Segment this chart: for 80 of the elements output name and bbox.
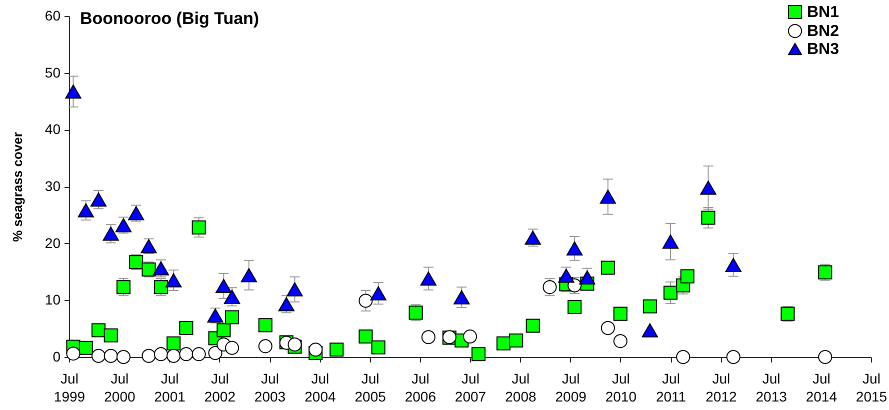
point <box>370 286 386 300</box>
point <box>78 203 94 218</box>
point <box>600 190 616 204</box>
point <box>509 334 524 348</box>
x-tick-label: Jul 2006 <box>404 370 436 404</box>
x-tick-label: Jul 1999 <box>54 370 86 404</box>
point <box>179 320 194 336</box>
legend-label: BN2 <box>807 23 840 40</box>
y-tick-label: 20 <box>44 234 61 251</box>
x-tick-label: Jul 2011 <box>656 370 686 404</box>
point <box>358 330 373 344</box>
point <box>225 310 240 324</box>
point <box>258 318 272 332</box>
point <box>278 297 294 312</box>
point <box>165 273 182 288</box>
point <box>496 336 511 350</box>
point <box>115 218 132 232</box>
point <box>471 347 486 362</box>
point <box>286 282 303 296</box>
point <box>526 318 540 333</box>
x-tick-label: Jul 2013 <box>756 370 788 404</box>
point <box>454 290 470 304</box>
y-tick-label: 60 <box>44 8 61 24</box>
y-axis-title: % seagrass cover <box>10 132 25 242</box>
point <box>558 268 574 283</box>
point <box>725 258 742 272</box>
x-tick-label: Jul 2014 <box>806 370 838 404</box>
point <box>216 278 232 294</box>
point <box>102 226 119 241</box>
x-tick-label: Jul 2003 <box>254 370 286 404</box>
x-tick-label: Jul 2002 <box>204 370 236 404</box>
y-tick-label: 0 <box>52 348 61 364</box>
point <box>78 340 93 355</box>
point <box>288 337 302 352</box>
point <box>420 272 436 286</box>
point <box>66 346 80 361</box>
point <box>662 234 679 249</box>
point <box>642 299 657 314</box>
point <box>216 323 231 338</box>
point <box>524 230 541 245</box>
legend-label: BN1 <box>807 4 840 21</box>
y-tick-label: 50 <box>44 64 61 80</box>
point <box>224 290 240 304</box>
y-tick-label: 40 <box>44 121 61 138</box>
x-tick-label: Jul 2005 <box>354 370 386 404</box>
legend-label: BN3 <box>807 41 840 58</box>
chart-title: Boonooroo (Big Tuan) <box>80 9 260 28</box>
point <box>371 340 386 354</box>
x-tick-label: Jul 2015 <box>856 370 888 404</box>
point <box>308 342 323 357</box>
point <box>663 286 678 300</box>
y-tick-label: 10 <box>44 292 61 308</box>
point <box>462 330 478 344</box>
point <box>91 323 106 338</box>
point <box>613 306 628 321</box>
x-tick-label: Jul 2012 <box>706 370 738 404</box>
point <box>166 336 181 350</box>
point <box>700 180 716 195</box>
point <box>600 260 615 275</box>
point <box>701 210 716 225</box>
point <box>240 268 257 282</box>
point <box>568 300 582 314</box>
point <box>65 84 82 99</box>
point <box>642 323 658 338</box>
point <box>104 328 118 342</box>
point <box>566 241 583 256</box>
x-tick-label: Jul 2000 <box>104 370 136 404</box>
x-tick-label: Jul 2009 <box>555 370 587 404</box>
y-tick-label: 30 <box>44 178 61 194</box>
x-tick-label: Jul 2001 <box>154 370 186 404</box>
x-tick-label: Jul 2010 <box>605 370 637 404</box>
x-tick-label: Jul 2004 <box>304 370 336 404</box>
point <box>680 269 694 284</box>
point <box>192 220 206 234</box>
point <box>90 192 107 207</box>
point <box>128 206 144 220</box>
x-tick-label: Jul 2007 <box>454 370 486 404</box>
x-tick-label: Jul 2008 <box>505 370 537 404</box>
point <box>330 342 344 357</box>
point <box>579 270 596 284</box>
